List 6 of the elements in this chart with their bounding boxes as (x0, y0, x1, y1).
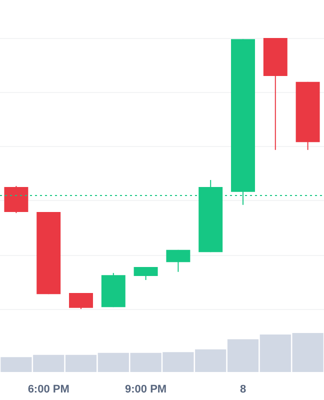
candlestick (166, 249, 190, 272)
candlestick (134, 266, 158, 281)
candlestick (69, 292, 93, 310)
x-tick-label: 8 (240, 384, 246, 396)
x-tick-label: 9:00 PM (125, 384, 167, 396)
x-tick-label: 6:00 PM (28, 384, 70, 396)
